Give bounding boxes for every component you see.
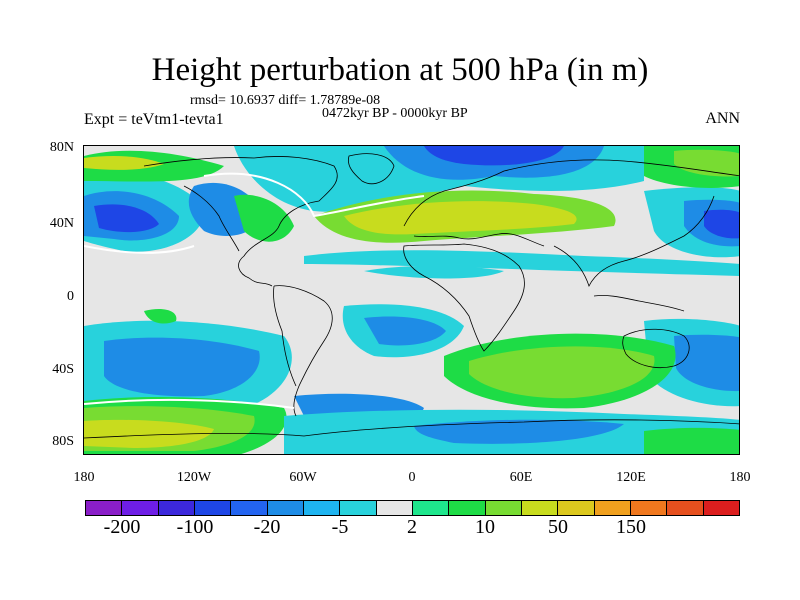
page-title: Height perturbation at 500 hPa (in m) [151,52,649,88]
coastline [183,185,240,252]
colorbar-label: 150 [616,516,646,538]
colorbar-cell [521,501,559,515]
colorbar-cell [86,501,123,515]
map-plot [83,145,740,455]
lon-tick-label: 180 [729,470,751,485]
contour-blob [104,337,260,397]
experiment-label: Expt = teVtm1-tevta1 [84,111,224,128]
colorbar-cell [485,501,522,515]
coastline [403,243,525,352]
lat-tick-label: 80N [49,140,74,155]
colorbar-label: -200 [103,516,141,538]
colorbar-cell [703,501,739,515]
lon-tick-label: 180 [73,470,95,485]
lat-tick-label: 40N [49,216,74,231]
contour-blob [674,334,739,392]
coastline [553,195,715,288]
coastline [273,285,297,387]
colorbar-cell [231,501,268,515]
lon-tick-label: 120W [176,470,212,485]
colorbar-cell [267,501,304,515]
contour-blob [414,419,624,444]
lon-tick-label: 60E [509,470,533,485]
colorbar-cell [412,501,450,515]
contour-blob [704,209,739,239]
stats-label: rmsd= 10.6937 diff= 1.78789e-08 [190,93,381,108]
contour-blob [344,201,577,235]
coastline [593,295,685,312]
colorbar-cell [340,501,377,515]
lat-tick-label: 0 [67,289,74,304]
lon-tick-label: 120E [616,470,646,485]
colorbar-cell [376,501,413,515]
coastline-layer [84,153,739,439]
contour-blob [84,419,214,448]
coastline [347,153,395,185]
contour-blob [674,149,739,177]
colorbar-label: -100 [176,516,214,538]
colorbar-label: 50 [548,516,568,538]
colorbar-label: -5 [331,516,349,538]
coastline [413,233,545,247]
colorbar-cell [158,501,195,515]
contour-blob [364,316,446,346]
colorbar [85,500,740,516]
coastline [403,159,739,227]
contour-blob [94,204,159,233]
contour-blob [234,194,294,242]
contour-blob [364,265,504,279]
zero-contour [84,398,295,409]
lat-tick-label: 40S [52,362,74,377]
zero-contour-layer [84,172,425,409]
contour-blob [469,346,655,399]
contour-blob [644,427,739,454]
contour-blob [84,156,164,170]
contour-blob [424,146,564,166]
lon-tick-label: 0 [408,470,416,485]
lat-tick-label: 80S [52,434,74,449]
period-label: 0472kyr BP - 0000kyr BP [322,106,468,121]
colorbar-cell [594,501,631,515]
colorbar-label: 2 [407,516,417,538]
colorbar-cell [122,501,159,515]
contour-fill-layer [84,146,739,454]
contour-blob [304,250,739,276]
colorbar-cell [194,501,232,515]
coastline [143,156,338,287]
coastline [84,419,739,439]
coastline [273,285,333,417]
season-label: ANN [705,110,740,127]
coastline [622,328,690,369]
colorbar-cell [667,501,704,515]
zero-contour [84,245,195,254]
zero-contour [203,172,425,218]
lon-tick-label: 60W [289,470,317,485]
colorbar-cell [558,501,595,515]
colorbar-label: -20 [253,516,281,538]
colorbar-cell [449,501,486,515]
contour-blob [144,309,177,324]
colorbar-cell [630,501,668,515]
colorbar-label: 10 [475,516,495,538]
colorbar-cell [303,501,341,515]
